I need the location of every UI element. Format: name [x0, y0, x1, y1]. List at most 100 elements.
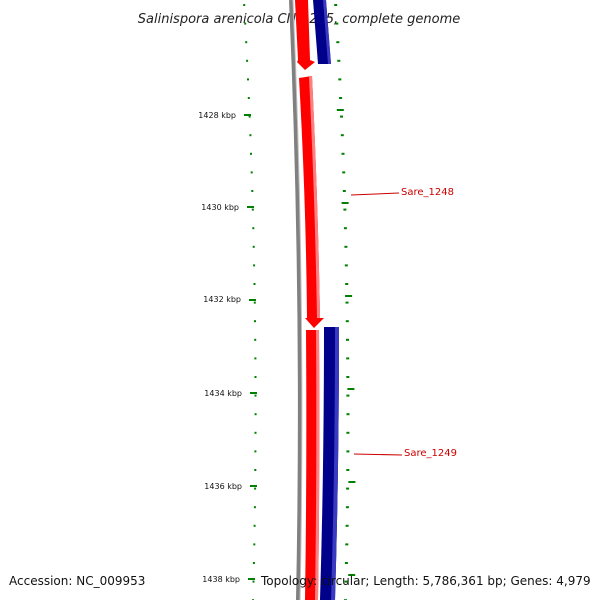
minor-tick [248, 115, 251, 118]
genome-backbone-highlight [292, 0, 303, 600]
minor-tick [345, 283, 349, 285]
minor-tick [251, 208, 254, 211]
major-tick-right [341, 202, 349, 204]
kbp-label: 1436 kbp [204, 482, 242, 491]
minor-tick [337, 59, 341, 62]
kbp-scale: 1428 kbp 1430 kbp 1432 kbp 1434 kbp 1436… [198, 111, 242, 584]
minor-tick [344, 264, 348, 267]
gene-label-sare-1249[interactable]: Sare_1249 [353, 448, 457, 459]
minor-tick [253, 283, 256, 285]
minor-tick [335, 22, 339, 25]
minor-tick [339, 97, 343, 99]
major-tick [250, 485, 257, 487]
minor-tick [254, 450, 257, 453]
major-tick-right [348, 481, 356, 483]
minor-tick [336, 41, 340, 44]
kbp-label: 1428 kbp [198, 111, 236, 120]
minor-tick [344, 245, 348, 248]
minor-tick [344, 562, 348, 564]
minor-tick [346, 394, 350, 397]
genome-backbone [289, 0, 302, 600]
gene-label-sare-1248[interactable]: Sare_1248 [350, 187, 454, 198]
minor-tick [346, 376, 350, 378]
accession-text: Accession: NC_009953 [9, 574, 146, 588]
minor-tick [343, 227, 347, 230]
minor-tick [254, 394, 257, 397]
minor-tick [251, 190, 254, 192]
minor-tick [249, 134, 252, 137]
minor-tick [334, 4, 338, 6]
minor-tick [340, 134, 344, 137]
minor-tick [346, 357, 350, 360]
kbp-label: 1432 kbp [203, 295, 241, 304]
minor-tick [243, 4, 246, 6]
minor-tick [345, 320, 349, 323]
minor-tick [346, 413, 350, 416]
minor-tick [346, 338, 349, 341]
minor-tick [253, 506, 256, 509]
tick-marks-right [334, 4, 356, 600]
minor-tick [346, 431, 350, 434]
major-tick-right [348, 574, 356, 576]
minor-tick [245, 41, 248, 44]
forward-cds-lower-highlight [315, 330, 320, 600]
minor-tick [252, 580, 255, 583]
minor-tick [252, 562, 255, 564]
minor-tick [246, 59, 249, 62]
major-tick [249, 299, 256, 301]
minor-tick [253, 264, 256, 267]
minor-tick [252, 227, 255, 230]
minor-tick [346, 450, 350, 453]
forward-cds-lower [305, 330, 320, 600]
kbp-label: 1434 kbp [204, 389, 242, 398]
major-tick-right [345, 295, 353, 297]
kbp-label: 1438 kbp [202, 575, 240, 584]
minor-tick [253, 543, 256, 546]
major-tick [250, 392, 257, 394]
minor-tick [244, 22, 247, 25]
minor-tick [253, 524, 256, 527]
gene-label-text[interactable]: Sare_1249 [404, 448, 457, 459]
major-tick [244, 114, 251, 116]
minor-tick [254, 487, 257, 490]
major-tick-right [347, 388, 355, 390]
minor-tick [345, 524, 349, 527]
minor-tick [247, 78, 249, 81]
minor-tick [253, 301, 256, 304]
minor-tick [344, 580, 348, 583]
gene-leader-line [353, 453, 403, 456]
major-tick [247, 206, 254, 208]
minor-tick [338, 78, 342, 81]
minor-tick [345, 301, 349, 304]
major-tick-right [336, 109, 344, 111]
minor-tick [254, 413, 257, 416]
minor-tick [250, 152, 252, 155]
minor-tick [346, 469, 350, 471]
minor-tick [342, 190, 346, 192]
minor-tick [346, 487, 350, 490]
gene-label-text[interactable]: Sare_1248 [401, 187, 454, 198]
kbp-label: 1430 kbp [201, 203, 239, 212]
minor-tick [341, 152, 345, 155]
minor-tick [254, 357, 257, 360]
gene-leader-line [350, 192, 400, 196]
topology-text: Topology: circular; Length: 5,786,361 bp… [261, 574, 591, 588]
minor-tick [345, 506, 349, 509]
minor-tick [250, 171, 253, 174]
minor-tick [254, 469, 257, 471]
major-tick [248, 578, 255, 580]
forward-cds-main-highlight [309, 76, 320, 318]
minor-tick [247, 97, 250, 99]
minor-tick [252, 245, 255, 248]
minor-tick [254, 338, 257, 341]
forward-cds-upper [295, 0, 315, 70]
reverse-cds-lower-edge [331, 327, 339, 600]
minor-tick [254, 320, 256, 323]
kbp-major-ticks [244, 114, 257, 580]
minor-tick [340, 115, 343, 118]
tick-marks-left [243, 4, 257, 600]
minor-tick [343, 208, 347, 211]
minor-tick [345, 543, 349, 546]
minor-tick [342, 171, 346, 174]
